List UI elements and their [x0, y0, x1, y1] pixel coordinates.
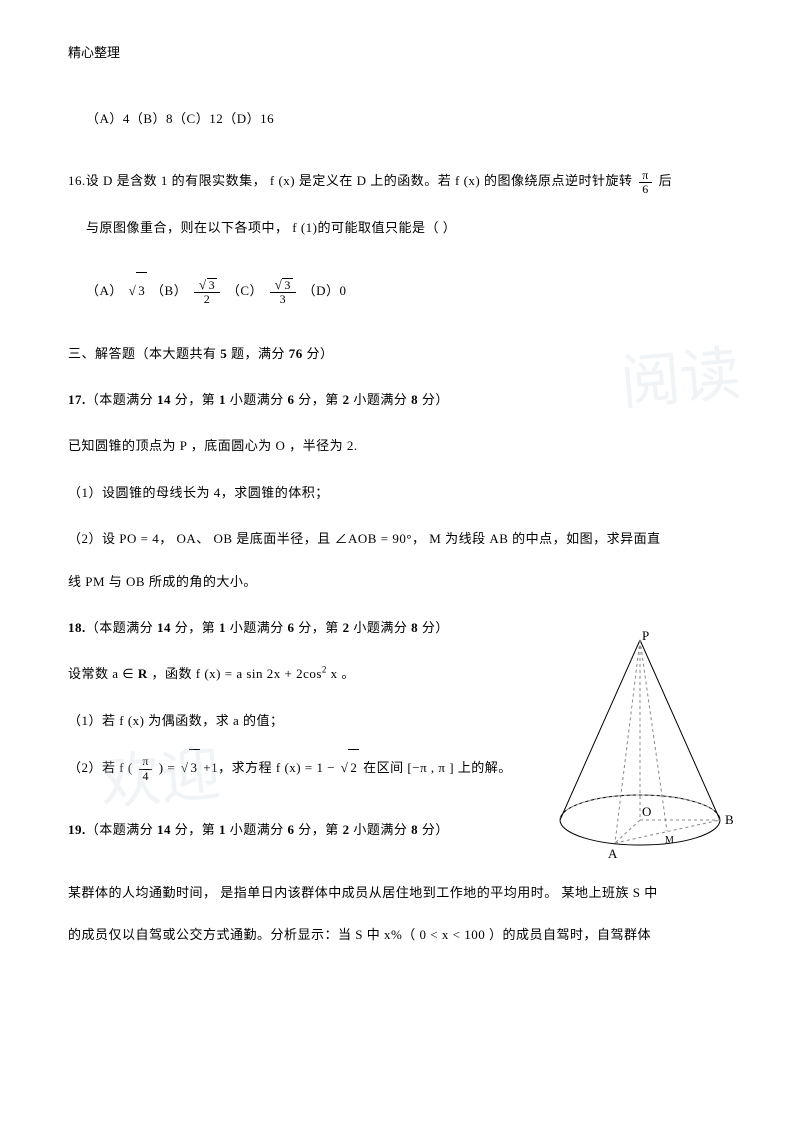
label-B: B — [725, 812, 734, 827]
fraction-den: 3 — [270, 292, 296, 306]
fraction-num: π — [639, 169, 652, 182]
q17-line4: 线 PM 与 OB 所成的角的大小。 — [68, 564, 740, 600]
q19-line1: 某群体的人均通勤时间， 是指单日内该群体中成员从居住地到工作地的平均用时。 某地… — [68, 875, 740, 911]
radicand: 3 — [136, 272, 147, 309]
label-P: P — [642, 630, 649, 643]
q16-options: （A） 3 （B） 3 2 （C） 3 3 （D）0 — [68, 272, 740, 309]
q17-line2: （1）设圆锥的母线长为 4，求圆锥的体积； — [68, 475, 740, 511]
q19-line2: 的成员仅以自驾或公交方式通勤。分析显示：当 S 中 x%（ 0 < x < 10… — [68, 917, 740, 953]
opt-a-label: （A） — [86, 283, 123, 298]
cone-diagram: P O A B M — [530, 630, 750, 860]
fraction-num: 3 — [270, 278, 296, 292]
q17-line3: （2）设 PO = 4， OA、 OB 是底面半径，且 ∠AOB = 90°， … — [68, 521, 740, 557]
q16-line2: 与原图像重合，则在以下各项中， f (1)的可能取值只能是（ ） — [68, 210, 740, 246]
q17-line1: 已知圆锥的顶点为 P ，底面圆心为 O ，半径为 2. — [68, 428, 740, 464]
opt-b-value: 3 2 — [194, 278, 220, 306]
q16-line1: 16.设 D 是含数 1 的有限实数集， f (x) 是定义在 D 上的函数。若… — [68, 163, 740, 199]
q16-text-post: 后 — [659, 173, 673, 188]
opt-d-label: （D）0 — [303, 283, 347, 298]
opt-a-value: 3 — [127, 272, 148, 309]
q17-heading: 17.（本题满分 14 分，第 1 小题满分 6 分，第 2 小题满分 8 分） — [68, 382, 740, 418]
q15-options: （A）4（B）8（C）12（D）16 — [68, 101, 740, 137]
opt-c-label: （C） — [227, 283, 263, 298]
label-O: O — [642, 804, 651, 819]
opt-b-label: （B） — [151, 283, 187, 298]
section3-heading: 三、解答题（本大题共有 5 题，满分 76 分） — [68, 336, 740, 372]
sqrt3: 3 — [179, 749, 200, 786]
fraction-den: 2 — [194, 292, 220, 306]
fraction-den: 6 — [639, 182, 652, 196]
label-A: A — [608, 846, 618, 860]
fraction-num: 3 — [194, 278, 220, 292]
q16-rotation-fraction: π 6 — [639, 169, 652, 196]
opt-c-value: 3 3 — [270, 278, 296, 306]
sqrt2: 2 — [339, 749, 360, 786]
q18-fraction: π 4 — [139, 755, 152, 782]
label-M: M — [665, 835, 674, 846]
header-note: 精心整理 — [68, 42, 740, 61]
q16-text-pre: 16.设 D 是含数 1 的有限实数集， f (x) 是定义在 D 上的函数。若… — [68, 173, 636, 188]
